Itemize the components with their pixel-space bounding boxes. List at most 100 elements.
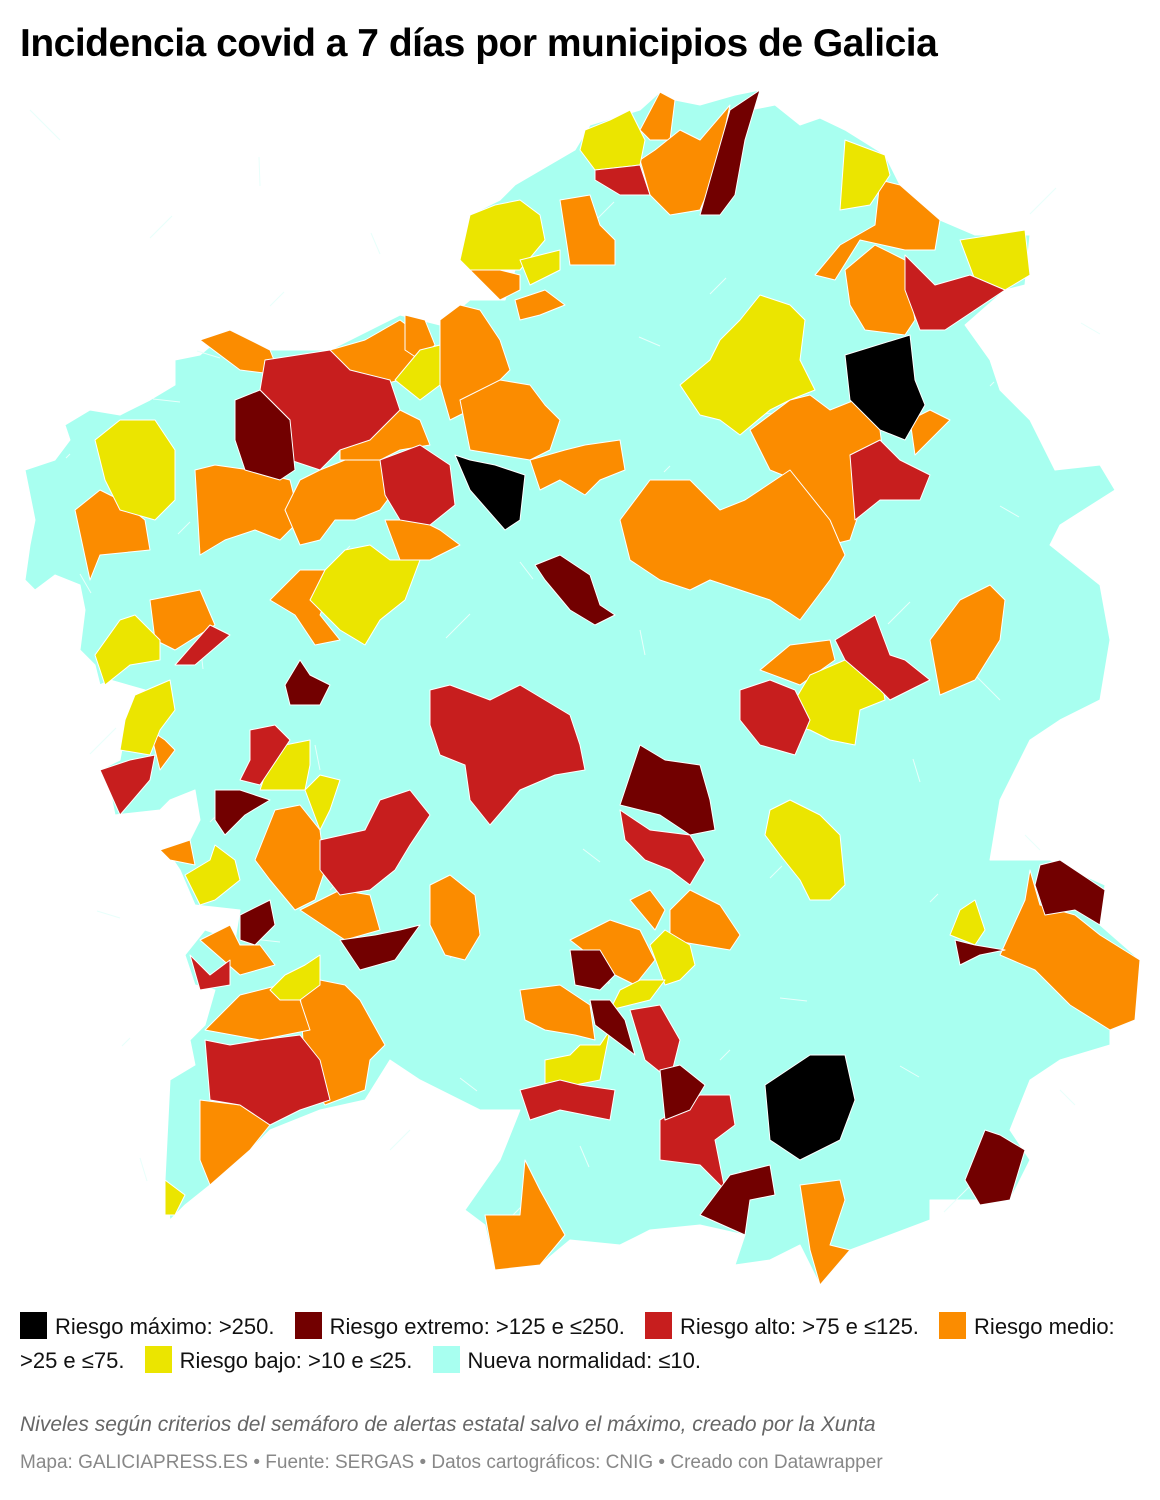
- municipality-bajo[interactable]: [839, 139, 891, 211]
- legend-label: Riesgo extremo: >125 e ≤250.: [329, 1314, 625, 1339]
- municipality-medio[interactable]: [999, 869, 1141, 1031]
- municipality-extremo[interactable]: [214, 789, 271, 836]
- municipality-extremo[interactable]: [1034, 859, 1106, 926]
- municipality-alto[interactable]: [239, 724, 291, 786]
- legend-swatch: [432, 1346, 460, 1373]
- municipality-extremo[interactable]: [284, 659, 331, 706]
- municipality-alto[interactable]: [99, 754, 156, 816]
- municipality-bajo[interactable]: [959, 229, 1031, 291]
- legend-item-bajo: Riesgo bajo: >10 e ≤25.: [144, 1346, 412, 1373]
- municipal-border: [638, 336, 661, 347]
- municipality-medio[interactable]: [149, 589, 216, 651]
- municipality-medio[interactable]: [254, 804, 326, 911]
- legend-swatch: [939, 1312, 967, 1339]
- municipality-extremo[interactable]: [234, 389, 296, 481]
- municipal-border: [269, 291, 285, 307]
- municipal-border: [709, 277, 727, 295]
- municipality-bajo[interactable]: [579, 109, 646, 171]
- legend-item-alto: Riesgo alto: >75 e ≤125.: [644, 1312, 919, 1339]
- municipality-medio[interactable]: [194, 464, 301, 556]
- municipality-extremo[interactable]: [964, 1129, 1026, 1206]
- municipality-alto[interactable]: [659, 1094, 736, 1191]
- municipality-extremo[interactable]: [339, 924, 421, 971]
- municipality-medio[interactable]: [559, 194, 616, 266]
- municipality-bajo[interactable]: [394, 344, 441, 401]
- legend-item-maximo: Riesgo máximo: >250.: [20, 1312, 275, 1339]
- municipality-medio[interactable]: [514, 289, 566, 321]
- municipality-bajo[interactable]: [764, 799, 846, 901]
- municipality-medio[interactable]: [619, 469, 846, 621]
- legend-swatch: [144, 1346, 172, 1373]
- municipality-medio[interactable]: [299, 889, 381, 941]
- municipality-maximo[interactable]: [454, 454, 526, 531]
- municipality-alto[interactable]: [189, 954, 231, 991]
- municipality-alto[interactable]: [379, 444, 456, 526]
- municipality-bajo[interactable]: [94, 614, 161, 686]
- municipality-bajo[interactable]: [304, 774, 341, 831]
- municipality-alto[interactable]: [319, 789, 431, 896]
- municipality-medio[interactable]: [759, 639, 836, 686]
- municipality-medio[interactable]: [199, 924, 276, 976]
- municipality-bajo[interactable]: [609, 979, 666, 1011]
- municipality-alto[interactable]: [904, 254, 1006, 331]
- municipality-medio[interactable]: [429, 874, 481, 961]
- municipality-bajo[interactable]: [119, 679, 176, 756]
- municipal-border: [389, 1129, 411, 1151]
- municipality-alto[interactable]: [619, 809, 706, 886]
- municipality-bajo[interactable]: [649, 929, 696, 986]
- legend-label: Nueva normalidad: ≤10.: [467, 1348, 701, 1373]
- municipality-medio[interactable]: [844, 244, 916, 336]
- municipality-medio[interactable]: [159, 839, 196, 866]
- municipal-border: [719, 1049, 731, 1061]
- municipality-alto[interactable]: [429, 684, 586, 826]
- municipality-maximo[interactable]: [764, 1054, 856, 1161]
- municipality-medio[interactable]: [459, 379, 561, 461]
- galicia-choropleth-map: [24, 89, 1141, 1286]
- municipality-alto[interactable]: [834, 614, 931, 701]
- municipality-extremo[interactable]: [534, 554, 616, 626]
- municipality-extremo[interactable]: [659, 1064, 706, 1121]
- municipality-alto[interactable]: [849, 439, 931, 521]
- municipality-medio[interactable]: [929, 584, 1006, 696]
- municipality-bajo[interactable]: [269, 954, 321, 1001]
- municipal-border: [149, 215, 173, 239]
- municipality-alto[interactable]: [739, 679, 811, 756]
- legend-item-normal: Nueva normalidad: ≤10.: [432, 1346, 701, 1373]
- municipality-bajo[interactable]: [184, 844, 241, 906]
- municipality-bajo[interactable]: [519, 249, 561, 286]
- municipality-medio[interactable]: [484, 1159, 566, 1271]
- municipality-medio[interactable]: [639, 91, 676, 141]
- municipality-bajo[interactable]: [949, 899, 986, 946]
- municipality-alto[interactable]: [594, 164, 651, 196]
- municipality-maximo[interactable]: [844, 334, 926, 441]
- legend-label: Riesgo máximo: >250.: [55, 1314, 275, 1339]
- municipal-border: [177, 521, 191, 535]
- municipality-medio[interactable]: [799, 1179, 851, 1286]
- municipality-extremo[interactable]: [569, 949, 616, 991]
- municipality-medio[interactable]: [519, 984, 596, 1041]
- municipality-alto[interactable]: [519, 1079, 616, 1121]
- legend-swatch: [294, 1312, 322, 1339]
- municipality-medio[interactable]: [529, 439, 626, 496]
- municipality-extremo[interactable]: [619, 744, 716, 836]
- municipality-extremo[interactable]: [699, 89, 761, 216]
- municipality-extremo[interactable]: [589, 999, 636, 1056]
- municipality-extremo[interactable]: [954, 939, 1006, 966]
- municipality-extremo[interactable]: [239, 899, 276, 946]
- municipality-alto[interactable]: [204, 1034, 331, 1126]
- municipal-border: [121, 1037, 131, 1047]
- municipality-medio[interactable]: [284, 454, 396, 546]
- municipality-medio[interactable]: [909, 409, 951, 456]
- municipality-bajo[interactable]: [309, 544, 421, 646]
- municipality-bajo[interactable]: [94, 419, 176, 521]
- municipality-bajo[interactable]: [164, 1179, 186, 1216]
- municipality-bajo[interactable]: [459, 199, 546, 271]
- municipality-alto[interactable]: [174, 624, 231, 666]
- municipality-alto[interactable]: [629, 1004, 681, 1081]
- municipality-bajo[interactable]: [679, 294, 816, 436]
- municipal-border: [258, 156, 261, 187]
- municipality-extremo[interactable]: [699, 1164, 776, 1236]
- municipal-border: [519, 561, 534, 580]
- municipality-medio[interactable]: [629, 889, 666, 931]
- municipality-medio[interactable]: [814, 179, 941, 281]
